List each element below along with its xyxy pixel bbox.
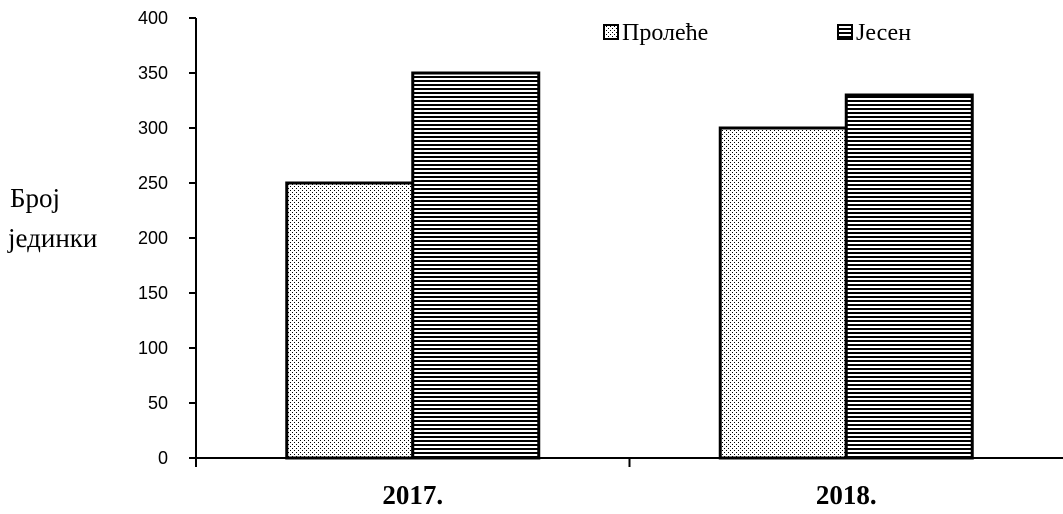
bar-autumn-0 — [411, 71, 541, 460]
y-tick-label: 0 — [158, 448, 168, 468]
legend-label-autumn: Јесен — [856, 20, 911, 46]
y-tick-label: 350 — [138, 63, 168, 83]
y-tick-label: 400 — [138, 8, 168, 28]
x-tick-label: 2018. — [816, 480, 877, 510]
y-tick-label: 50 — [148, 393, 168, 413]
y-tick-label: 200 — [138, 228, 168, 248]
y-tick-label: 300 — [138, 118, 168, 138]
y-ticks-group: 0 50 100 150 200 250 300 350 400 — [138, 8, 196, 468]
bars-group — [285, 71, 974, 460]
y-tick-label: 250 — [138, 173, 168, 193]
legend-label-spring: Пролеће — [622, 20, 708, 46]
bar-autumn-1 — [844, 93, 974, 460]
legend-swatch-spring — [603, 24, 619, 40]
legend-swatch-autumn — [837, 24, 853, 40]
bar-spring-0 — [285, 181, 415, 460]
y-tick-label: 150 — [138, 283, 168, 303]
y-tick-label: 100 — [138, 338, 168, 358]
bar-spring-1 — [718, 126, 848, 460]
x-tick-label: 2017. — [382, 480, 443, 510]
y-axis-label-line-1: Број — [10, 183, 60, 213]
y-axis-label-line-2: јединки — [7, 223, 97, 253]
legend: Пролеће Јесен — [603, 20, 911, 46]
x-ticks-group: 2017. 2018. — [195, 458, 877, 510]
